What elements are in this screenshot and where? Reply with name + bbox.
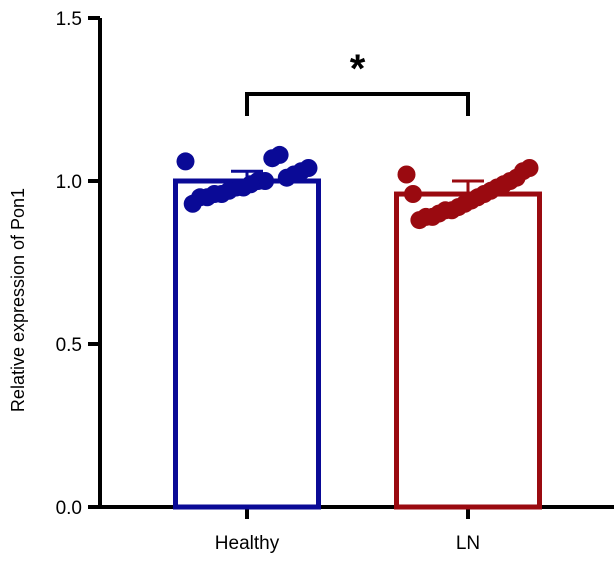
bars (173, 169, 542, 510)
data-point (404, 185, 422, 203)
y-tick-label: 0.5 (56, 335, 82, 356)
bar (394, 191, 542, 510)
data-point (410, 211, 429, 230)
tick-labels: 0.0 0.5 1.0 1.5 Healthy LN (56, 9, 481, 554)
data-points (176, 145, 539, 230)
x-tick-label: Healthy (215, 533, 280, 554)
y-axis-title: Relative expression of Pon1 (8, 188, 28, 412)
y-tick-label: 1.0 (56, 172, 82, 193)
data-point (176, 152, 195, 171)
y-tick-label: 1.5 (56, 9, 82, 30)
significance-bracket: * (245, 47, 470, 116)
x-tick-label: LN (456, 533, 480, 554)
bar (173, 178, 321, 510)
data-point (397, 165, 416, 184)
y-tick-label: 0.0 (56, 498, 82, 519)
data-point (263, 149, 282, 168)
significance-label: * (350, 47, 366, 91)
data-point (277, 168, 296, 187)
data-point (183, 194, 202, 213)
bracket-line (245, 92, 470, 116)
